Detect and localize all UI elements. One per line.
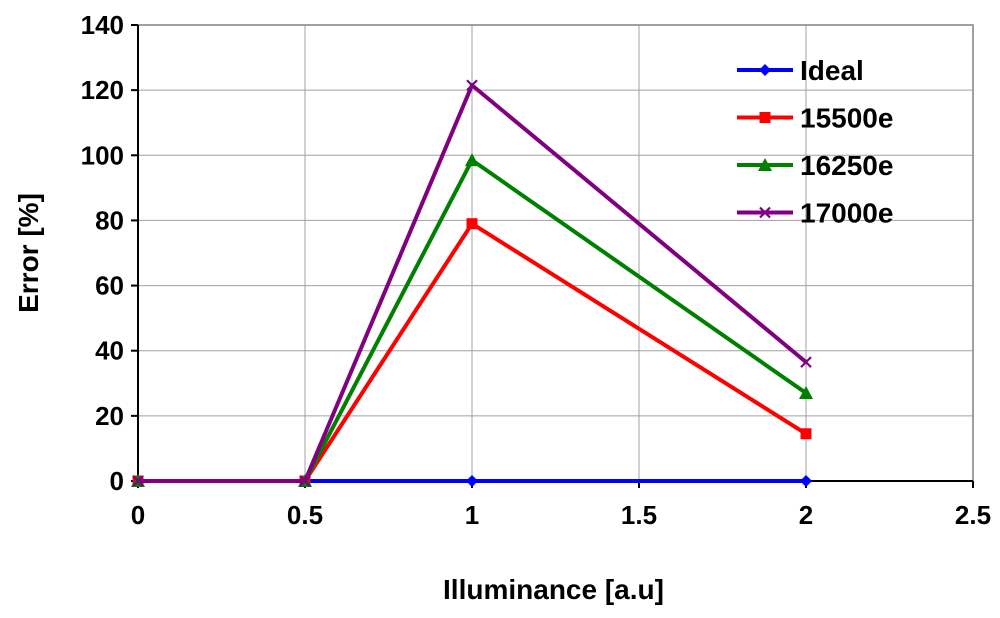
- axes: 0 20 40 60 80 100 120 140 0 0.5 1 1.5 2 2.5: [81, 10, 991, 530]
- y-tick-label: 140: [81, 10, 124, 40]
- y-tick-label: 120: [81, 75, 124, 105]
- series-17000e: [132, 79, 812, 487]
- series: [131, 79, 813, 487]
- x-marker: [299, 475, 311, 487]
- y-tick-label: 60: [95, 271, 124, 301]
- y-tick-label: 80: [95, 205, 124, 235]
- x-tick-label: 1.5: [621, 500, 657, 530]
- square-marker: [466, 218, 478, 230]
- legend-label: 15500e: [800, 103, 893, 134]
- x-marker: [132, 475, 144, 487]
- x-tick-label: 0.5: [287, 500, 323, 530]
- legend-item: Ideal: [737, 55, 864, 86]
- y-tick-label: 20: [95, 401, 124, 431]
- square-marker: [800, 428, 812, 440]
- y-axis-title: Error [%]: [13, 193, 44, 313]
- triangle-marker: [799, 386, 813, 400]
- plot-area: [137, 24, 974, 482]
- grid: [138, 25, 973, 481]
- legend-label: 16250e: [800, 150, 893, 181]
- series-line: [138, 83, 808, 483]
- square-marker: [759, 112, 771, 123]
- x-tick-label: 1: [465, 500, 479, 530]
- legend-item: 17000e: [737, 198, 893, 229]
- y-tick-label: 100: [81, 140, 124, 170]
- diamond-marker: [466, 475, 478, 487]
- legend-label: 17000e: [800, 198, 893, 229]
- triangle-marker: [758, 158, 772, 171]
- y-tick-label: 40: [95, 336, 124, 366]
- x-axis-title: Illuminance [a.u]: [443, 574, 664, 605]
- legend-item: 16250e: [737, 150, 893, 181]
- x-marker: [759, 206, 771, 219]
- legend-label: Ideal: [800, 55, 864, 86]
- x-marker: [466, 79, 478, 92]
- triangle-marker: [465, 153, 479, 167]
- diamond-marker: [759, 64, 771, 76]
- x-marker: [800, 356, 812, 368]
- legend-item: 15500e: [737, 103, 893, 134]
- diamond-marker: [800, 475, 812, 487]
- x-tick-label: 2: [799, 500, 813, 530]
- legend: Ideal 15500e 16250e 17000e: [737, 55, 893, 229]
- x-tick-label: 0: [131, 500, 145, 530]
- y-tick-label: 0: [110, 466, 124, 496]
- x-tick-label: 2.5: [955, 500, 991, 530]
